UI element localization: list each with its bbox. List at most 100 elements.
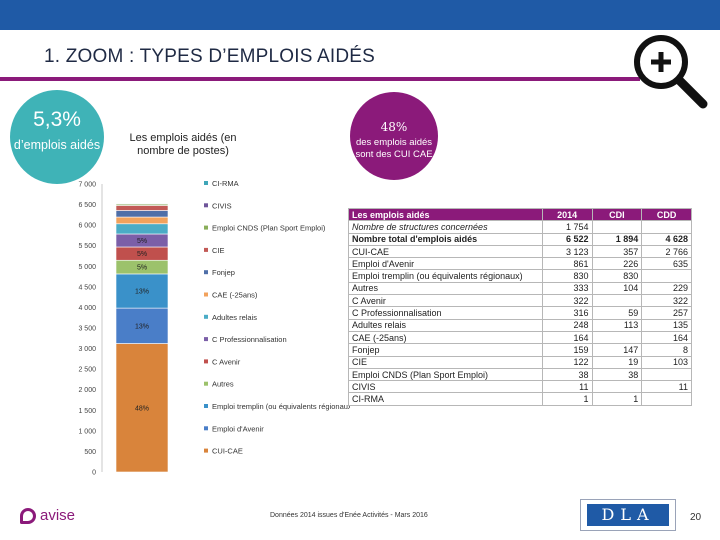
table-cell-v2014: 6 522 [541, 232, 593, 246]
segment-data-label: 5% [137, 251, 147, 258]
table-cell-cdd: 164 [641, 330, 692, 345]
table-cell-name: Emploi tremplin (ou équivalents régionau… [348, 269, 543, 283]
table-cell-name: CUI-CAE [348, 244, 543, 259]
y-tick-label: 5 500 [78, 243, 96, 250]
legend-swatch [204, 337, 208, 342]
table-cell-cdi [591, 294, 643, 308]
table-row: CUI-CAE 3 123 357 2 766 [348, 244, 692, 259]
table-row: CIVIS 11 11 [348, 380, 692, 394]
stat-left-label: d’emplois aidés [13, 138, 101, 152]
segment-data-label: 5% [137, 238, 147, 245]
segment-data-label: 13% [135, 289, 149, 296]
bar-segment [115, 216, 169, 225]
table-cell-cdd [641, 220, 692, 234]
stat-right-label: des emplois aidés sont des CUI CAE [355, 137, 433, 160]
table-cell-cdi: 226 [591, 257, 643, 271]
table-cell-name: Nombre total d'emplois aidés [348, 232, 543, 246]
legend-label: Emploi d'Avenir [212, 424, 264, 433]
bar-segment [115, 210, 169, 218]
table-cell-name: CAE (-25ans) [348, 330, 543, 345]
table-row: Fonjep 159 147 8 [348, 343, 692, 357]
table-cell-cdi: 38 [591, 367, 643, 382]
stat-badge-right: 48% des emplois aidés sont des CUI CAE [350, 92, 438, 180]
table-row: Nombre de structures concernées 1 754 [348, 220, 692, 234]
table-row: CAE (-25ans) 164 164 [348, 330, 692, 345]
legend-label: Emploi CNDS (Plan Sport Emploi) [212, 224, 326, 233]
legend-label: CAE (-25ans) [212, 291, 258, 300]
legend-swatch [204, 448, 208, 453]
table-cell-name: Adultes relais [348, 318, 543, 332]
table-cell-cdd: 8 [641, 343, 692, 357]
table-cell-cdi: 1 894 [591, 232, 643, 246]
bar-segment [115, 223, 169, 235]
title-divider [0, 77, 640, 81]
y-tick-label: 3 000 [78, 346, 96, 353]
table-cell-cdi [591, 220, 643, 234]
legend-swatch [204, 225, 208, 230]
bar-segment [115, 273, 169, 309]
table-cell-name: CI-RMA [348, 392, 543, 406]
dla-logo: DLA [580, 499, 676, 531]
legend-label: Fonjep [212, 268, 235, 277]
bar-segment [115, 205, 169, 211]
table-cell-v2014: 322 [541, 294, 593, 308]
table-cell-cdd: 635 [641, 257, 692, 271]
table-row: Emploi d'Avenir 861 226 635 [348, 257, 692, 271]
avise-logo: avise [20, 507, 75, 524]
dla-logo-text: DLA [587, 504, 669, 526]
legend-label: C Avenir [212, 357, 241, 366]
y-tick-label: 4 500 [78, 284, 96, 291]
legend-swatch [204, 359, 208, 364]
table-cell-v2014: 122 [541, 355, 593, 369]
y-tick-label: 1 000 [78, 428, 96, 435]
table-cell-cdi: 1 [591, 392, 643, 406]
table-cell-v2014: 830 [541, 269, 593, 283]
table-row: Emploi CNDS (Plan Sport Emploi) 38 38 [348, 367, 692, 382]
table-cell-v2014: 248 [541, 318, 593, 332]
segment-data-label: 13% [135, 323, 149, 330]
bar-segment [115, 343, 169, 473]
avise-mark-icon [20, 507, 36, 524]
table-header-cdd: CDD [641, 207, 692, 222]
page-title: 1. ZOOM : TYPES D’EMPLOIS AIDÉS [44, 46, 376, 67]
y-tick-label: 3 500 [78, 326, 96, 333]
table-cell-cdd: 322 [641, 294, 692, 308]
table-cell-cdd: 229 [641, 281, 692, 296]
y-tick-label: 6 000 [78, 223, 96, 230]
table-row: Autres 333 104 229 [348, 281, 692, 296]
table-cell-v2014: 159 [541, 343, 593, 357]
table-header-name: Les emplois aidés [348, 207, 543, 222]
legend-swatch [204, 270, 208, 275]
table-cell-cdi: 357 [591, 244, 643, 259]
table-cell-cdd [641, 367, 692, 382]
table-cell-cdi: 830 [591, 269, 643, 283]
avise-logo-text: avise [40, 507, 76, 524]
y-tick-label: 2 500 [78, 367, 96, 374]
table-row: Adultes relais 248 113 135 [348, 318, 692, 332]
y-tick-label: 5 000 [78, 264, 96, 271]
page-number: 20 [690, 512, 702, 523]
table-cell-v2014: 3 123 [541, 244, 593, 259]
legend-swatch [204, 404, 208, 408]
y-tick-label: 4 000 [78, 305, 96, 312]
stacked-bar-chart: 7 000 6 500 6 000 5 500 5 000 4 500 4 000 3 500… [78, 179, 350, 477]
table-cell-name: CIE [348, 355, 543, 369]
table-cell-cdi: 113 [591, 318, 643, 332]
table-cell-name: Emploi CNDS (Plan Sport Emploi) [348, 367, 543, 382]
table-cell-v2014: 38 [541, 367, 593, 382]
table-cell-v2014: 1 754 [541, 220, 593, 234]
table-cell-cdi [591, 380, 643, 394]
table-cell-name: Autres [348, 281, 543, 296]
table-cell-v2014: 164 [541, 330, 593, 345]
legend-label: C Professionnalisation [212, 335, 287, 344]
table-cell-name: C Professionnalisation [348, 306, 543, 320]
emplois-table: Les emplois aidés 2014 CDI CDD Nombre de… [348, 207, 692, 406]
table-cell-cdi [591, 330, 643, 345]
bar-segment [115, 203, 169, 205]
legend-label: Autres [212, 380, 234, 389]
legend-label: CUI-CAE [212, 447, 243, 456]
stat-badge-left: 5,3% d’emplois aidés [10, 90, 104, 184]
legend-label: Adultes relais [212, 313, 257, 322]
legend-swatch [204, 314, 208, 319]
table-cell-v2014: 316 [541, 306, 593, 320]
